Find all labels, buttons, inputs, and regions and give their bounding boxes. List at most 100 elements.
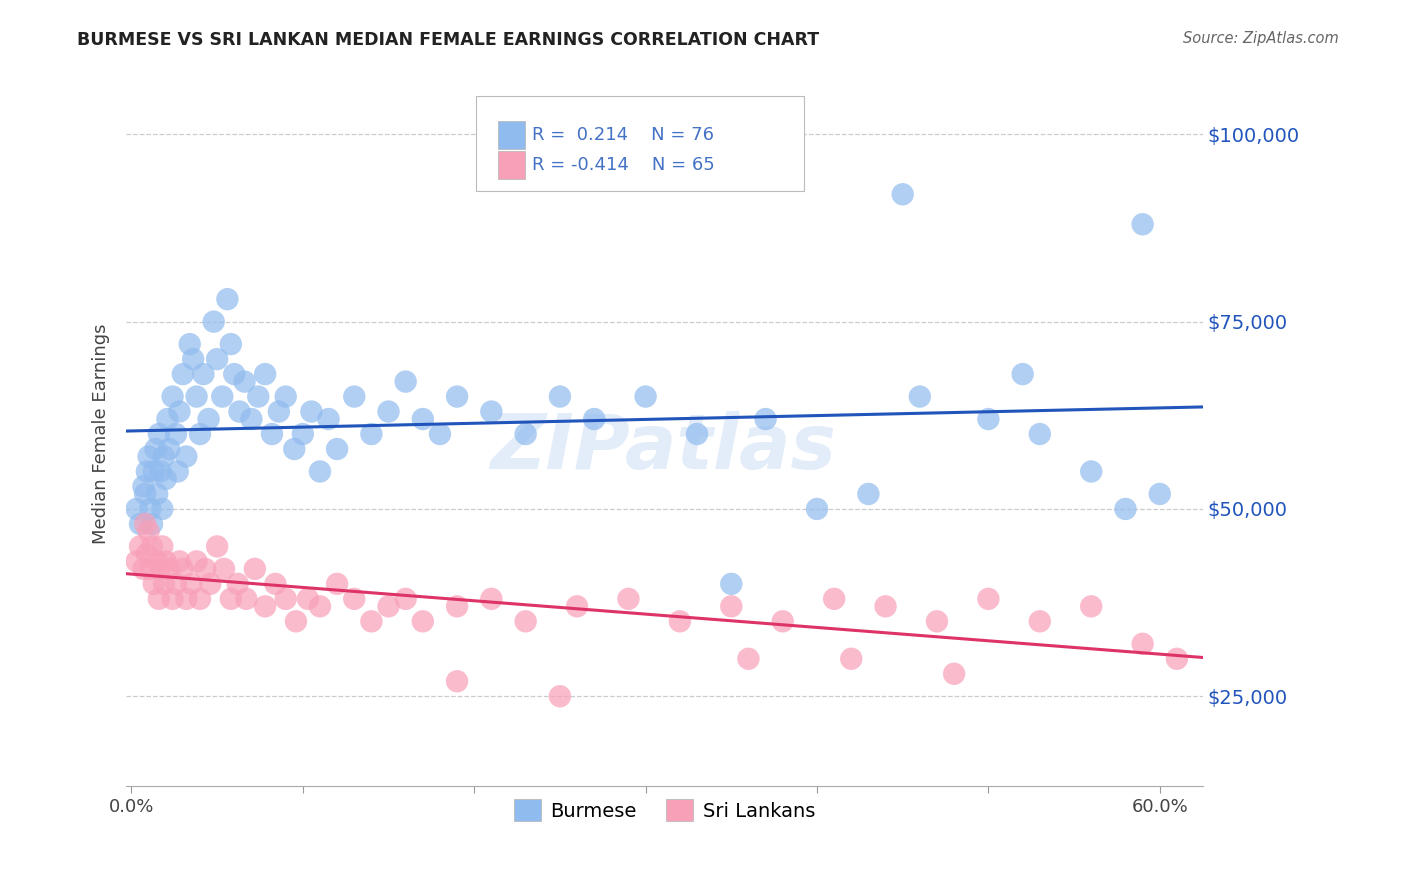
Point — [155, 554, 177, 568]
Point — [219, 337, 242, 351]
Point — [235, 591, 257, 606]
Point — [1114, 502, 1136, 516]
FancyBboxPatch shape — [477, 96, 804, 191]
Text: BURMESE VS SRI LANKAN MEDIAN FEMALE EARNINGS CORRELATION CHART: BURMESE VS SRI LANKAN MEDIAN FEMALE EARN… — [77, 31, 820, 49]
Point — [219, 591, 242, 606]
Point — [479, 404, 502, 418]
Point — [254, 367, 277, 381]
Point — [1080, 599, 1102, 614]
Point — [142, 465, 165, 479]
Point — [157, 562, 180, 576]
FancyBboxPatch shape — [498, 151, 524, 179]
Point — [129, 540, 152, 554]
Point — [977, 591, 1000, 606]
Point — [617, 591, 640, 606]
Point — [377, 599, 399, 614]
Text: R = -0.414    N = 65: R = -0.414 N = 65 — [531, 156, 714, 174]
Point — [806, 502, 828, 516]
Point — [193, 367, 215, 381]
Point — [139, 502, 162, 516]
Point — [162, 591, 184, 606]
Point — [165, 427, 187, 442]
Point — [145, 442, 167, 456]
Point — [149, 562, 172, 576]
Point — [446, 390, 468, 404]
Point — [186, 390, 208, 404]
Point — [412, 615, 434, 629]
Point — [197, 412, 219, 426]
Point — [1029, 615, 1052, 629]
Point — [157, 442, 180, 456]
Point — [141, 540, 163, 554]
Point — [146, 487, 169, 501]
Point — [285, 615, 308, 629]
Point — [166, 465, 188, 479]
Point — [429, 427, 451, 442]
Point — [172, 367, 194, 381]
Point — [169, 404, 191, 418]
Point — [169, 554, 191, 568]
Point — [446, 674, 468, 689]
Point — [309, 599, 332, 614]
Point — [839, 652, 862, 666]
Point — [360, 427, 382, 442]
Point — [240, 412, 263, 426]
Point — [260, 427, 283, 442]
Legend: Burmese, Sri Lankans: Burmese, Sri Lankans — [506, 791, 823, 830]
Point — [412, 412, 434, 426]
Point — [283, 442, 305, 456]
Point — [194, 562, 217, 576]
Point — [823, 591, 845, 606]
Point — [1149, 487, 1171, 501]
Point — [515, 615, 537, 629]
Point — [146, 554, 169, 568]
Point — [135, 547, 157, 561]
Point — [1080, 465, 1102, 479]
Point — [318, 412, 340, 426]
Point — [977, 412, 1000, 426]
Point — [360, 615, 382, 629]
Point — [165, 577, 187, 591]
Point — [132, 479, 155, 493]
Point — [224, 367, 246, 381]
Point — [875, 599, 897, 614]
Point — [172, 562, 194, 576]
Point — [186, 554, 208, 568]
Point — [309, 465, 332, 479]
Point — [174, 591, 197, 606]
Point — [129, 516, 152, 531]
Point — [153, 450, 176, 464]
Point — [395, 591, 418, 606]
Point — [247, 390, 270, 404]
Point — [132, 562, 155, 576]
Point — [150, 502, 173, 516]
Point — [156, 412, 179, 426]
Point — [891, 187, 914, 202]
Point — [343, 591, 366, 606]
Point — [162, 390, 184, 404]
Point — [135, 465, 157, 479]
Text: ZIPatlas: ZIPatlas — [492, 411, 838, 485]
Point — [228, 404, 250, 418]
Point — [212, 562, 235, 576]
Point — [291, 427, 314, 442]
Point — [139, 562, 162, 576]
Point — [548, 390, 571, 404]
Point — [343, 390, 366, 404]
Point — [297, 591, 319, 606]
Point — [181, 352, 204, 367]
Point — [138, 450, 160, 464]
Point — [202, 315, 225, 329]
Point — [669, 615, 692, 629]
Point — [134, 516, 156, 531]
Point — [125, 502, 148, 516]
Point — [446, 599, 468, 614]
Point — [737, 652, 759, 666]
Point — [326, 442, 349, 456]
Point — [515, 427, 537, 442]
Point — [205, 352, 228, 367]
Point — [274, 390, 297, 404]
Point — [149, 465, 172, 479]
Point — [141, 516, 163, 531]
Point — [174, 450, 197, 464]
